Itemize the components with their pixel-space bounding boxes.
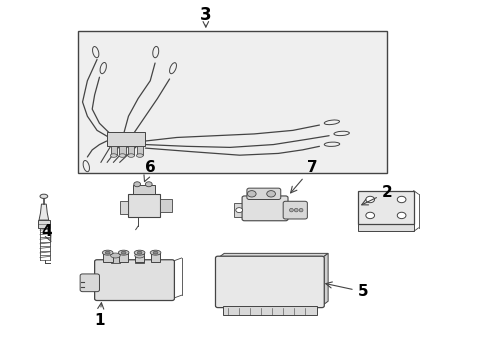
Text: 4: 4 (41, 224, 52, 242)
Ellipse shape (247, 191, 256, 197)
Bar (128, 146, 134, 155)
Ellipse shape (110, 253, 120, 258)
Bar (128, 194, 160, 217)
Ellipse shape (92, 46, 99, 58)
Ellipse shape (135, 253, 144, 258)
Polygon shape (321, 253, 327, 306)
Bar (106, 132, 145, 146)
Bar (135, 256, 144, 263)
Ellipse shape (134, 250, 144, 255)
Ellipse shape (137, 251, 142, 254)
Ellipse shape (134, 182, 140, 187)
Polygon shape (39, 204, 49, 220)
FancyBboxPatch shape (215, 256, 324, 307)
Ellipse shape (289, 208, 293, 212)
FancyBboxPatch shape (246, 188, 280, 199)
FancyBboxPatch shape (80, 274, 99, 292)
Ellipse shape (324, 120, 339, 125)
Ellipse shape (150, 250, 161, 255)
Bar (120, 201, 128, 214)
Ellipse shape (235, 208, 242, 213)
Ellipse shape (83, 161, 89, 172)
Text: 1: 1 (94, 303, 104, 328)
Ellipse shape (118, 250, 129, 255)
Bar (38, 220, 50, 228)
Bar (160, 199, 172, 212)
Bar (133, 185, 155, 194)
Ellipse shape (365, 212, 374, 219)
Text: 5: 5 (325, 282, 367, 299)
Ellipse shape (152, 46, 159, 58)
Bar (233, 203, 244, 217)
FancyBboxPatch shape (242, 196, 287, 221)
Ellipse shape (110, 154, 117, 157)
Ellipse shape (119, 154, 125, 157)
Ellipse shape (169, 63, 176, 74)
Bar (150, 253, 160, 261)
Ellipse shape (127, 154, 134, 157)
Bar (135, 253, 144, 261)
FancyBboxPatch shape (283, 201, 307, 219)
Ellipse shape (102, 250, 113, 255)
Bar (137, 146, 142, 155)
Ellipse shape (121, 251, 126, 254)
Ellipse shape (136, 154, 143, 157)
Bar (119, 253, 128, 261)
Bar (110, 146, 117, 155)
Ellipse shape (40, 194, 48, 198)
FancyBboxPatch shape (95, 260, 174, 301)
Bar (357, 191, 413, 224)
Ellipse shape (333, 131, 348, 136)
Text: 3: 3 (200, 6, 211, 24)
Bar (223, 306, 316, 315)
Ellipse shape (396, 212, 405, 219)
Polygon shape (218, 253, 327, 258)
Ellipse shape (365, 196, 374, 203)
Text: 7: 7 (290, 160, 317, 193)
Ellipse shape (396, 196, 405, 203)
Text: 6: 6 (143, 160, 155, 181)
Bar (102, 253, 112, 261)
Ellipse shape (100, 63, 106, 74)
Ellipse shape (266, 191, 275, 197)
Bar (119, 146, 125, 155)
Ellipse shape (153, 251, 158, 254)
Bar (78, 31, 386, 173)
Ellipse shape (105, 251, 110, 254)
Ellipse shape (299, 208, 303, 212)
Bar (110, 256, 120, 263)
Bar (357, 224, 413, 231)
Ellipse shape (145, 182, 152, 187)
Text: 2: 2 (361, 185, 392, 205)
Ellipse shape (294, 208, 298, 212)
Ellipse shape (324, 142, 339, 147)
